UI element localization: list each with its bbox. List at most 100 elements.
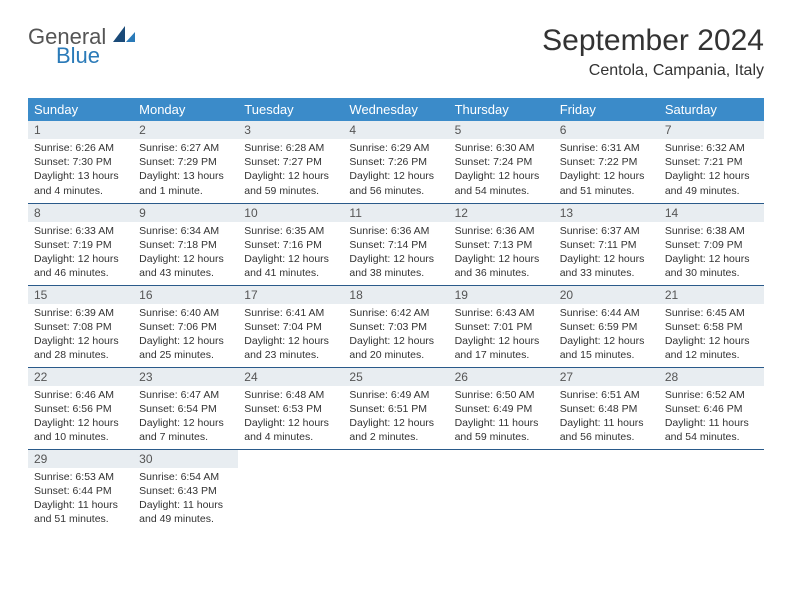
day-number: 24 (238, 368, 343, 386)
day-number: 13 (554, 204, 659, 222)
day-number: 8 (28, 204, 133, 222)
daylight-line: Daylight: 12 hours and 49 minutes. (665, 169, 758, 197)
sunrise-line: Sunrise: 6:28 AM (244, 141, 337, 155)
daylight-line: Daylight: 12 hours and 15 minutes. (560, 334, 653, 362)
day-details: Sunrise: 6:42 AMSunset: 7:03 PMDaylight:… (343, 304, 448, 367)
sunrise-line: Sunrise: 6:48 AM (244, 388, 337, 402)
calendar-day-cell: 3Sunrise: 6:28 AMSunset: 7:27 PMDaylight… (238, 121, 343, 203)
sunset-line: Sunset: 6:54 PM (139, 402, 232, 416)
day-number: 14 (659, 204, 764, 222)
daylight-line: Daylight: 12 hours and 23 minutes. (244, 334, 337, 362)
sunset-line: Sunset: 7:09 PM (665, 238, 758, 252)
sunrise-line: Sunrise: 6:46 AM (34, 388, 127, 402)
sail-icon (111, 24, 137, 49)
daylight-line: Daylight: 12 hours and 2 minutes. (349, 416, 442, 444)
calendar-day-cell: 9Sunrise: 6:34 AMSunset: 7:18 PMDaylight… (133, 203, 238, 285)
sunrise-line: Sunrise: 6:43 AM (455, 306, 548, 320)
day-number: 11 (343, 204, 448, 222)
day-details: Sunrise: 6:47 AMSunset: 6:54 PMDaylight:… (133, 386, 238, 449)
weekday-header: Saturday (659, 98, 764, 121)
weekday-header: Thursday (449, 98, 554, 121)
day-details: Sunrise: 6:29 AMSunset: 7:26 PMDaylight:… (343, 139, 448, 202)
calendar-day-cell (449, 449, 554, 531)
calendar-day-cell (659, 449, 764, 531)
day-number: 23 (133, 368, 238, 386)
sunrise-line: Sunrise: 6:36 AM (455, 224, 548, 238)
sunset-line: Sunset: 7:18 PM (139, 238, 232, 252)
sunrise-line: Sunrise: 6:42 AM (349, 306, 442, 320)
day-number: 20 (554, 286, 659, 304)
sunset-line: Sunset: 6:51 PM (349, 402, 442, 416)
calendar-week-row: 15Sunrise: 6:39 AMSunset: 7:08 PMDayligh… (28, 285, 764, 367)
day-details: Sunrise: 6:53 AMSunset: 6:44 PMDaylight:… (28, 468, 133, 531)
day-number: 15 (28, 286, 133, 304)
day-details: Sunrise: 6:36 AMSunset: 7:13 PMDaylight:… (449, 222, 554, 285)
calendar-day-cell: 25Sunrise: 6:49 AMSunset: 6:51 PMDayligh… (343, 367, 448, 449)
daylight-line: Daylight: 12 hours and 41 minutes. (244, 252, 337, 280)
weekday-header-row: SundayMondayTuesdayWednesdayThursdayFrid… (28, 98, 764, 121)
calendar-day-cell (343, 449, 448, 531)
day-details: Sunrise: 6:50 AMSunset: 6:49 PMDaylight:… (449, 386, 554, 449)
sunset-line: Sunset: 7:30 PM (34, 155, 127, 169)
day-details: Sunrise: 6:41 AMSunset: 7:04 PMDaylight:… (238, 304, 343, 367)
daylight-line: Daylight: 12 hours and 12 minutes. (665, 334, 758, 362)
calendar-week-row: 22Sunrise: 6:46 AMSunset: 6:56 PMDayligh… (28, 367, 764, 449)
calendar-day-cell: 10Sunrise: 6:35 AMSunset: 7:16 PMDayligh… (238, 203, 343, 285)
sunset-line: Sunset: 7:26 PM (349, 155, 442, 169)
sunset-line: Sunset: 6:58 PM (665, 320, 758, 334)
sunset-line: Sunset: 7:21 PM (665, 155, 758, 169)
daylight-line: Daylight: 12 hours and 56 minutes. (349, 169, 442, 197)
sunset-line: Sunset: 6:48 PM (560, 402, 653, 416)
day-number: 22 (28, 368, 133, 386)
day-details: Sunrise: 6:37 AMSunset: 7:11 PMDaylight:… (554, 222, 659, 285)
month-title: September 2024 (542, 24, 764, 58)
calendar-week-row: 8 Sunrise: 6:33 AMSunset: 7:19 PM Daylight… (28, 203, 764, 285)
day-details: Sunrise: 6:49 AMSunset: 6:51 PMDaylight:… (343, 386, 448, 449)
sunset-line: Sunset: 7:03 PM (349, 320, 442, 334)
daylight-line: Daylight: 12 hours and 25 minutes. (139, 334, 232, 362)
location: Centola, Campania, Italy (542, 62, 764, 80)
sunrise-line: Sunrise: 6:35 AM (244, 224, 337, 238)
calendar-day-cell (238, 449, 343, 531)
day-number: 30 (133, 450, 238, 468)
daylight-line: Daylight: 13 hours and 1 minute. (139, 169, 232, 197)
calendar-day-cell: 28Sunrise: 6:52 AMSunset: 6:46 PMDayligh… (659, 367, 764, 449)
sunrise-line: Sunrise: 6:47 AM (139, 388, 232, 402)
sunrise-line: Sunrise: 6:49 AM (349, 388, 442, 402)
daylight-line: Daylight: 12 hours and 4 minutes. (244, 416, 337, 444)
calendar-day-cell: 21Sunrise: 6:45 AMSunset: 6:58 PMDayligh… (659, 285, 764, 367)
calendar-day-cell: 5Sunrise: 6:30 AMSunset: 7:24 PMDaylight… (449, 121, 554, 203)
calendar-day-cell: 4Sunrise: 6:29 AMSunset: 7:26 PMDaylight… (343, 121, 448, 203)
calendar-day-cell: 24Sunrise: 6:48 AMSunset: 6:53 PMDayligh… (238, 367, 343, 449)
day-details: Sunrise: 6:45 AMSunset: 6:58 PMDaylight:… (659, 304, 764, 367)
day-number: 18 (343, 286, 448, 304)
daylight-line: Daylight: 12 hours and 33 minutes. (560, 252, 653, 280)
calendar-day-cell: 26Sunrise: 6:50 AMSunset: 6:49 PMDayligh… (449, 367, 554, 449)
daylight-line: Daylight: 11 hours and 59 minutes. (455, 416, 548, 444)
day-number: 7 (659, 121, 764, 139)
sunset-line: Sunset: 6:46 PM (665, 402, 758, 416)
calendar-day-cell: 29Sunrise: 6:53 AMSunset: 6:44 PMDayligh… (28, 449, 133, 531)
calendar-day-cell: 16Sunrise: 6:40 AMSunset: 7:06 PMDayligh… (133, 285, 238, 367)
sunrise-line: Sunrise: 6:33 AM (34, 224, 127, 238)
day-details: Sunrise: 6:26 AMSunset: 7:30 PMDaylight:… (28, 139, 133, 202)
day-number: 9 (133, 204, 238, 222)
day-details: Sunrise: 6:28 AMSunset: 7:27 PMDaylight:… (238, 139, 343, 202)
day-details: Sunrise: 6:39 AMSunset: 7:08 PMDaylight:… (28, 304, 133, 367)
calendar-day-cell: 13Sunrise: 6:37 AMSunset: 7:11 PMDayligh… (554, 203, 659, 285)
weekday-header: Friday (554, 98, 659, 121)
calendar-day-cell: 6Sunrise: 6:31 AMSunset: 7:22 PMDaylight… (554, 121, 659, 203)
calendar-day-cell: 14Sunrise: 6:38 AMSunset: 7:09 PMDayligh… (659, 203, 764, 285)
day-number: 6 (554, 121, 659, 139)
calendar-day-cell: 22Sunrise: 6:46 AMSunset: 6:56 PMDayligh… (28, 367, 133, 449)
day-number: 27 (554, 368, 659, 386)
sunset-line: Sunset: 7:06 PM (139, 320, 232, 334)
sunset-line: Sunset: 7:19 PM (34, 238, 127, 252)
sunrise-line: Sunrise: 6:34 AM (139, 224, 232, 238)
day-details: Sunrise: 6:38 AMSunset: 7:09 PMDaylight:… (659, 222, 764, 285)
day-number: 29 (28, 450, 133, 468)
day-details: Sunrise: 6:46 AMSunset: 6:56 PMDaylight:… (28, 386, 133, 449)
sunrise-line: Sunrise: 6:37 AM (560, 224, 653, 238)
daylight-line: Daylight: 12 hours and 54 minutes. (455, 169, 548, 197)
calendar-day-cell: 12Sunrise: 6:36 AMSunset: 7:13 PMDayligh… (449, 203, 554, 285)
